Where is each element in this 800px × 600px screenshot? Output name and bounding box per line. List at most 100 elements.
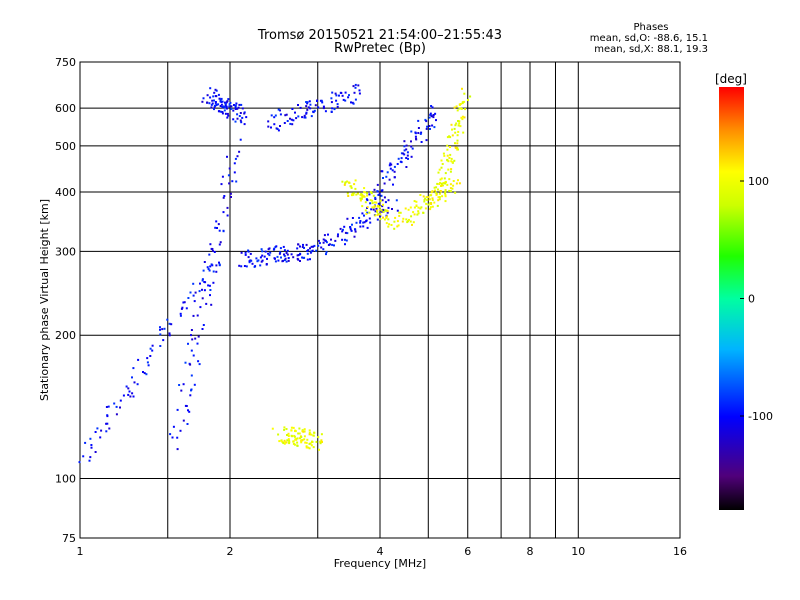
echo-point-o [355,221,358,224]
x-tick-label: 2 [227,545,234,558]
echo-point-o [273,257,276,260]
echo-point-o [188,410,191,413]
echo-point-x [431,197,434,200]
echo-point-x [296,441,299,444]
echo-point-x [426,199,429,201]
echo-point-o [403,140,406,143]
echo-point-o [330,238,332,241]
echo-point-o [257,259,260,262]
echo-point-x [448,189,451,192]
echo-point-x [281,440,284,443]
echo-point-x [285,428,288,430]
echo-point-x [393,227,396,230]
echo-point-x [452,184,455,187]
echo-point-o [292,119,295,122]
echo-point-o [417,119,420,122]
echo-point-o [387,206,390,209]
echo-point-x [413,200,416,203]
echo-point-o [243,265,246,267]
echo-point-x [352,193,355,196]
echo-point-o [270,114,273,117]
echo-point-o [429,128,431,130]
echo-point-x [319,442,322,445]
echo-point-o [106,422,109,425]
echo-point-o [338,94,340,97]
echo-point-o [214,226,217,229]
echo-point-x [405,218,408,221]
echo-point-o [414,135,417,138]
echo-point-x [429,194,432,197]
echo-point-o [267,125,270,128]
echo-point-x [450,160,453,163]
echo-point-o [238,115,241,117]
echo-point-o [241,107,244,110]
echo-point-o [209,87,212,90]
echo-point-o [426,125,429,128]
echo-point-o [299,253,302,256]
echo-point-o [119,406,121,409]
echo-point-o [267,120,270,123]
echo-point-o [94,451,97,453]
echo-point-x [350,185,353,188]
echo-point-o [295,117,298,120]
echo-point-o [304,116,307,119]
echo-point-x [415,205,418,207]
echo-point-x [377,205,380,207]
echo-point-o [190,388,193,391]
echo-point-o [237,106,240,109]
echo-point-o [277,108,280,111]
echo-point-o [315,249,318,252]
echo-points [78,83,472,464]
echo-point-o [316,100,318,102]
echo-point-o [265,263,268,265]
echo-point-o [214,102,217,105]
echo-point-o [362,221,365,224]
echo-point-o [313,244,316,247]
echo-point-o [273,116,276,119]
echo-point-o [388,178,391,181]
echo-point-o [243,111,246,114]
echo-point-o [196,342,199,345]
echo-point-o [183,301,186,304]
echo-point-x [440,177,443,180]
echo-point-x [354,187,357,190]
echo-point-o [211,99,214,102]
echo-point-o [428,125,431,127]
y-tick-label: 500 [55,140,76,153]
echo-point-x [429,208,432,211]
echo-point-o [289,122,292,125]
echo-point-x [388,223,391,226]
echo-point-o [333,108,336,111]
echo-point-x [456,142,459,145]
echo-point-o [107,405,110,408]
echo-point-o [343,225,346,228]
echo-point-x [310,444,313,447]
echo-point-x [355,193,358,196]
echo-point-x [427,196,430,199]
echo-point-o [201,297,204,300]
echo-point-x [446,148,449,151]
echo-point-o [221,100,224,103]
echo-point-x [449,190,452,193]
echo-point-x [283,442,286,445]
echo-point-o [312,245,315,248]
echo-point-o [224,112,227,115]
echo-point-x [454,142,456,145]
echo-point-x [436,182,439,185]
echo-point-o [306,108,309,111]
echo-point-o [369,202,372,205]
echo-point-x [460,116,463,119]
echo-point-o [406,154,409,157]
echo-point-o [308,100,311,103]
echo-point-o [431,124,434,127]
echo-point-x [441,184,443,187]
echo-point-x [309,442,312,445]
echo-point-o [432,114,435,116]
echo-point-x [469,95,472,98]
echo-point-x [307,446,310,449]
echo-point-o [203,281,206,283]
echo-point-o [217,103,220,106]
echo-point-o [170,323,173,326]
echo-point-o [215,264,218,267]
echo-point-o [133,381,136,384]
